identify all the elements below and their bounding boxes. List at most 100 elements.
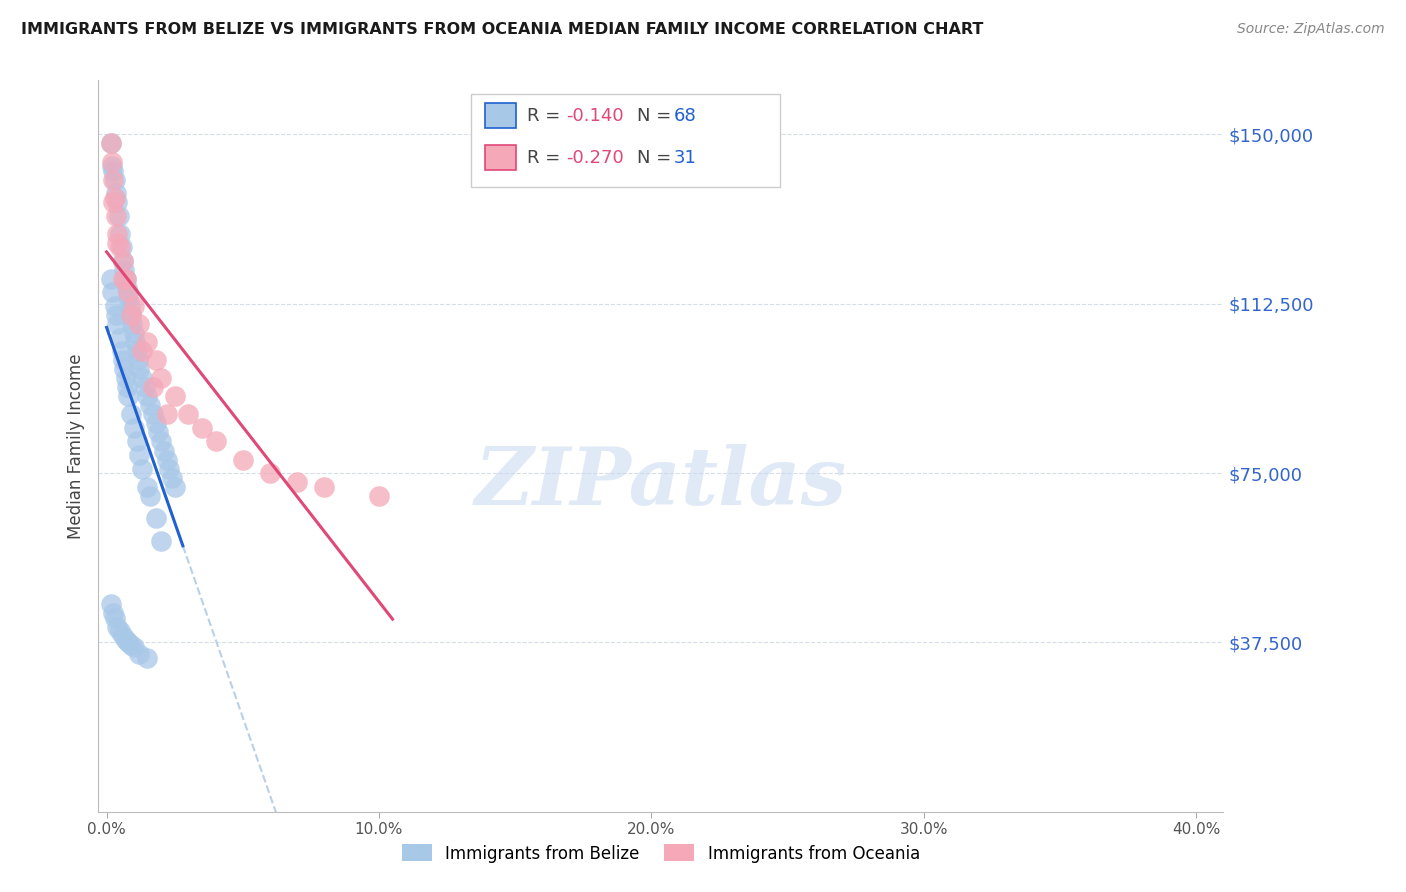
Point: [110, 240, 132, 254]
Point: [125, 434, 148, 449]
Point: [150, 434, 173, 449]
Point: [136, 335, 159, 350]
Point: [101, 285, 124, 300]
Point: [112, 362, 135, 376]
Point: [115, 380, 138, 394]
Point: [134, 380, 156, 394]
Point: [104, 610, 127, 624]
Point: [259, 466, 281, 480]
Point: [100, 597, 122, 611]
Point: [122, 640, 145, 654]
Point: [142, 408, 165, 422]
Point: [120, 638, 142, 652]
Point: [136, 651, 159, 665]
Point: [131, 461, 153, 475]
Point: [104, 191, 127, 205]
Point: [118, 299, 141, 313]
Text: Source: ZipAtlas.com: Source: ZipAtlas.com: [1237, 22, 1385, 37]
Point: [103, 195, 125, 210]
Point: [108, 209, 131, 223]
Point: [117, 389, 139, 403]
Point: [114, 633, 136, 648]
Point: [157, 461, 180, 475]
Point: [160, 470, 183, 484]
Point: [107, 227, 129, 241]
Point: [117, 285, 139, 300]
Point: [107, 619, 129, 633]
Point: [152, 443, 174, 458]
Point: [139, 489, 162, 503]
Point: [112, 263, 135, 277]
Legend: Immigrants from Belize, Immigrants from Oceania: Immigrants from Belize, Immigrants from …: [395, 838, 927, 869]
Point: [107, 195, 129, 210]
Point: [122, 299, 145, 313]
Point: [177, 408, 200, 422]
Point: [104, 299, 127, 313]
Text: 68: 68: [673, 107, 696, 125]
Point: [139, 398, 162, 412]
Point: [136, 480, 159, 494]
Point: [114, 371, 136, 385]
Point: [131, 344, 153, 359]
Point: [107, 235, 129, 250]
Point: [148, 425, 170, 440]
Point: [121, 317, 143, 331]
Point: [100, 272, 122, 286]
Point: [145, 353, 167, 368]
Point: [120, 308, 142, 322]
Point: [145, 417, 167, 431]
Point: [104, 172, 127, 186]
Point: [128, 448, 150, 462]
Point: [204, 434, 226, 449]
Point: [105, 209, 128, 223]
Point: [122, 326, 145, 340]
Point: [111, 353, 134, 368]
Point: [105, 186, 128, 201]
Point: [114, 272, 136, 286]
Point: [108, 227, 131, 241]
Point: [110, 344, 132, 359]
Point: [101, 159, 124, 173]
Point: [150, 371, 173, 385]
Point: [368, 489, 391, 503]
Point: [125, 344, 148, 359]
Point: [100, 136, 122, 151]
Point: [232, 452, 254, 467]
Point: [128, 647, 150, 661]
Text: IMMIGRANTS FROM BELIZE VS IMMIGRANTS FROM OCEANIA MEDIAN FAMILY INCOME CORRELATI: IMMIGRANTS FROM BELIZE VS IMMIGRANTS FRO…: [21, 22, 983, 37]
Point: [117, 635, 139, 649]
Point: [142, 380, 165, 394]
Text: 31: 31: [673, 149, 696, 167]
Point: [115, 281, 138, 295]
Point: [191, 421, 214, 435]
Point: [155, 408, 177, 422]
Point: [163, 480, 186, 494]
Point: [124, 335, 146, 350]
Point: [100, 136, 122, 151]
Text: N =: N =: [637, 107, 676, 125]
Point: [111, 253, 134, 268]
Point: [155, 452, 177, 467]
Point: [111, 629, 134, 643]
Text: -0.140: -0.140: [567, 107, 624, 125]
Point: [103, 163, 125, 178]
Point: [285, 475, 308, 489]
Point: [108, 331, 131, 345]
Point: [145, 511, 167, 525]
Point: [114, 272, 136, 286]
Point: [111, 272, 134, 286]
Text: ZIPatlas: ZIPatlas: [475, 444, 846, 521]
Point: [128, 362, 150, 376]
Point: [127, 353, 149, 368]
Point: [314, 480, 336, 494]
Text: R =: R =: [527, 149, 567, 167]
Point: [128, 317, 150, 331]
Point: [108, 240, 131, 254]
Point: [136, 389, 159, 403]
Point: [150, 533, 173, 548]
Text: N =: N =: [637, 149, 676, 167]
Point: [103, 172, 125, 186]
Point: [163, 389, 186, 403]
Point: [107, 317, 129, 331]
Text: R =: R =: [527, 107, 567, 125]
